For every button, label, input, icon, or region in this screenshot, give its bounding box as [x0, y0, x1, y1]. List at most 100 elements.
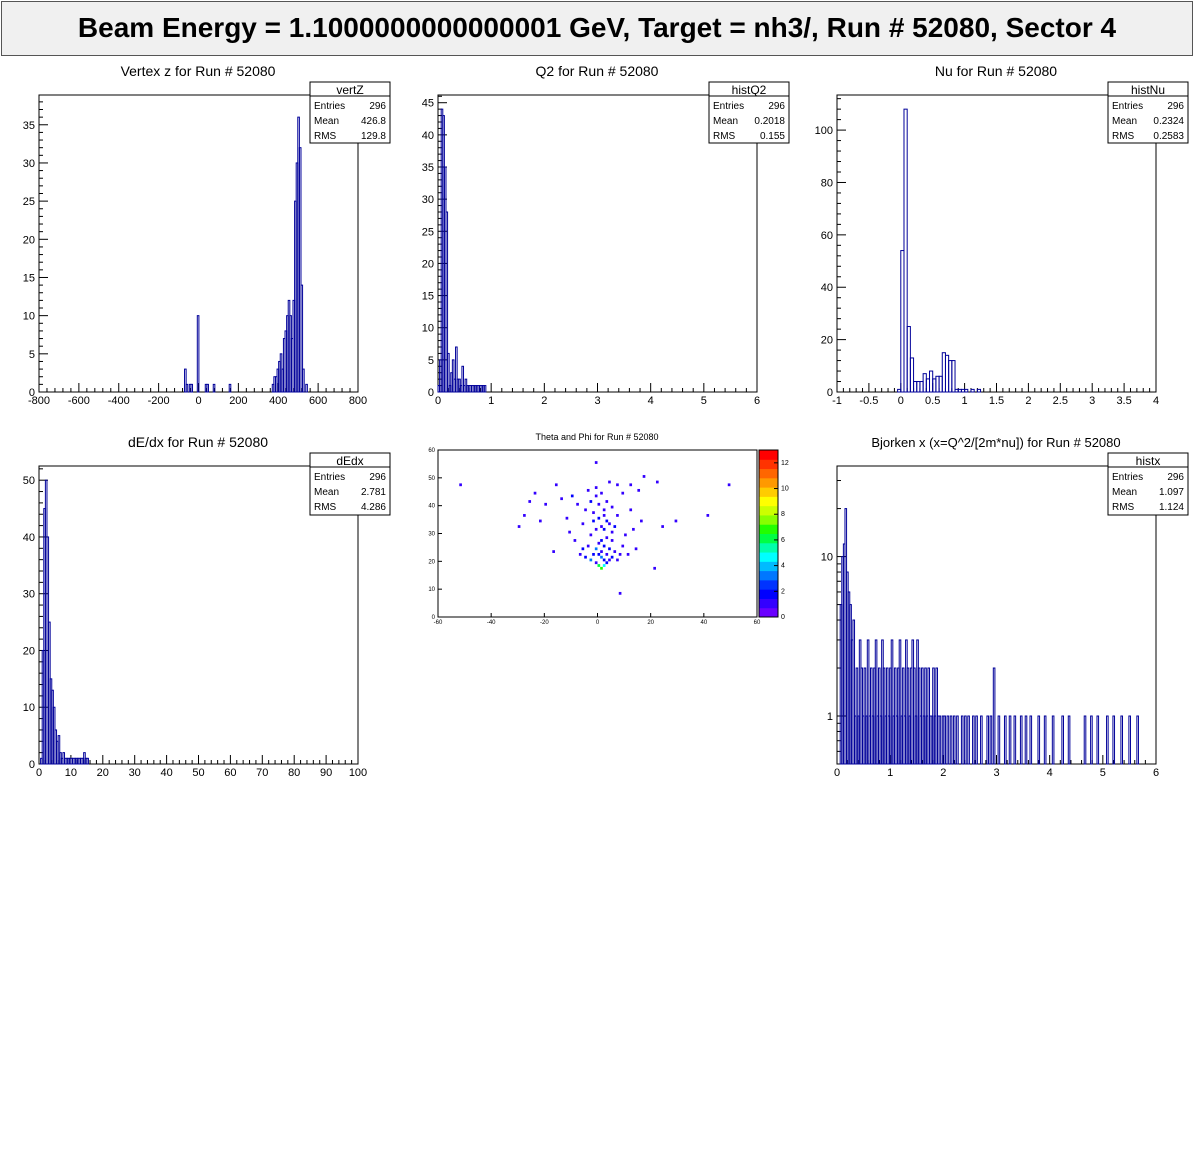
x-tick-label: 100 — [349, 767, 367, 779]
histogram-bar — [451, 359, 455, 393]
x-tick-label: 40 — [160, 767, 172, 779]
y-tick-label: 0 — [29, 759, 35, 771]
histogram-bar — [1112, 715, 1116, 765]
palette-swatch — [759, 570, 778, 581]
histogram-bar — [898, 639, 902, 765]
histogram-bar — [980, 715, 983, 765]
stats-label: Entries — [713, 101, 744, 112]
y-tick-label: 10 — [23, 702, 35, 714]
heatmap-cell — [573, 539, 577, 542]
palette-swatch — [759, 468, 778, 479]
histogram-bar — [989, 715, 993, 765]
x-tick-label: 1 — [962, 395, 968, 407]
x-tick-label: 10 — [65, 767, 77, 779]
palette-swatch — [759, 477, 778, 488]
y-tick-label: 15 — [422, 291, 434, 303]
heatmap-cell — [605, 519, 609, 523]
heatmap-cell — [608, 547, 611, 551]
histogram-bar — [874, 639, 878, 765]
y-tick-label: 20 — [428, 559, 435, 565]
x-tick-label: 2 — [541, 395, 547, 407]
histogram-bar — [228, 383, 232, 393]
y-tick-label: 50 — [23, 475, 35, 487]
heatmap-cell — [589, 558, 593, 562]
y-tick-label: 25 — [422, 226, 434, 238]
palette-swatch — [759, 487, 778, 497]
stats-value: 296 — [1167, 472, 1184, 483]
heatmap-cell — [610, 505, 614, 509]
stats-value: 296 — [369, 101, 386, 112]
y-tick-label: 20 — [23, 645, 35, 657]
stats-label: Mean — [713, 116, 738, 127]
x-tick-label: 80 — [288, 767, 300, 779]
heatmap-cell — [610, 555, 614, 559]
stats-value: 0.2018 — [754, 116, 785, 127]
stats-box: dEdx Entries 296 Mean 2.781 RMS 4.286 — [309, 452, 391, 516]
heatmap-cell — [616, 483, 619, 487]
y-tick-label: 20 — [821, 335, 833, 347]
histogram-bar — [461, 365, 465, 393]
stats-name: vertZ — [336, 83, 363, 97]
histogram-bar — [1120, 715, 1124, 765]
y-tick-label: 35 — [422, 162, 434, 174]
histogram-bar — [960, 715, 964, 765]
hist-title: Bjorken x (x=Q^2/[2m*nu]) for Run # 5208… — [871, 435, 1120, 450]
heatmap-cell — [610, 530, 614, 534]
x-tick-label: -20 — [540, 620, 549, 626]
x-tick-label: 60 — [224, 767, 236, 779]
stats-value: 0.155 — [760, 131, 785, 142]
histogram-bar — [956, 715, 959, 765]
hist-title: dE/dx for Run # 52080 — [128, 434, 268, 450]
x-tick-label: 200 — [229, 395, 247, 407]
x-tick-label: 2.5 — [1053, 395, 1068, 407]
histogram-bar — [1043, 715, 1047, 765]
stats-value: 1.124 — [1159, 502, 1184, 513]
stats-box-frame — [708, 81, 790, 144]
z-tick-label: 2 — [781, 588, 785, 595]
heatmap-cell — [626, 552, 630, 556]
z-tick-label: 4 — [781, 563, 785, 570]
y-tick-label: 60 — [821, 230, 833, 242]
x-tick-label: 0.5 — [925, 395, 940, 407]
run-banner-title: Beam Energy = 1.1000000000000001 GeV, Ta… — [77, 12, 1117, 43]
stats-box-frame — [1107, 452, 1189, 516]
palette-frame — [758, 449, 779, 618]
histogram-bar — [890, 639, 894, 765]
heatmap-cell — [584, 555, 587, 559]
x-tick-label: 0 — [596, 620, 600, 626]
y-tick-label: 40 — [422, 130, 434, 142]
histogram-bar — [992, 667, 996, 765]
x-tick-label: 50 — [192, 767, 204, 779]
y-tick-label: 40 — [428, 504, 435, 510]
heatmap-panel: Theta and Phi for Run # 52080 -60 -40 -20 0 2… — [428, 432, 789, 626]
x-tick-label: 20 — [97, 767, 109, 779]
y-tick-label: 100 — [815, 125, 833, 137]
stats-name: histQ2 — [732, 83, 767, 97]
palette-swatch — [759, 450, 778, 460]
heatmap-cell — [618, 591, 622, 595]
heatmap-cell — [523, 514, 526, 517]
stats-label: Mean — [1112, 487, 1137, 498]
y-tick-label: 10 — [23, 311, 35, 323]
hist-title: Q2 for Run # 52080 — [536, 63, 659, 79]
histogram-bar — [943, 715, 946, 765]
y-tick-label: 30 — [23, 158, 35, 170]
heatmap-cell — [621, 544, 625, 548]
heatmap-cell — [589, 533, 593, 537]
histogram-bar — [1067, 715, 1071, 765]
stats-value: 4.286 — [361, 502, 386, 513]
y-tick-label: 80 — [821, 177, 833, 189]
heatmap-cell — [600, 555, 603, 559]
x-tick-label: 5 — [1100, 767, 1106, 779]
z-tick-label: 0 — [781, 614, 785, 621]
palette-swatch — [759, 514, 778, 525]
stats-value: 0.2583 — [1153, 131, 1184, 142]
histogram-bar — [1106, 715, 1109, 765]
stats-name: histx — [1136, 454, 1161, 468]
heatmap-cell — [608, 522, 611, 526]
histogram-bar — [190, 383, 194, 393]
heatmap-cell — [594, 561, 598, 565]
histogram-bar — [938, 715, 942, 765]
histogram-bar — [903, 108, 908, 393]
palette-swatch — [759, 589, 778, 599]
